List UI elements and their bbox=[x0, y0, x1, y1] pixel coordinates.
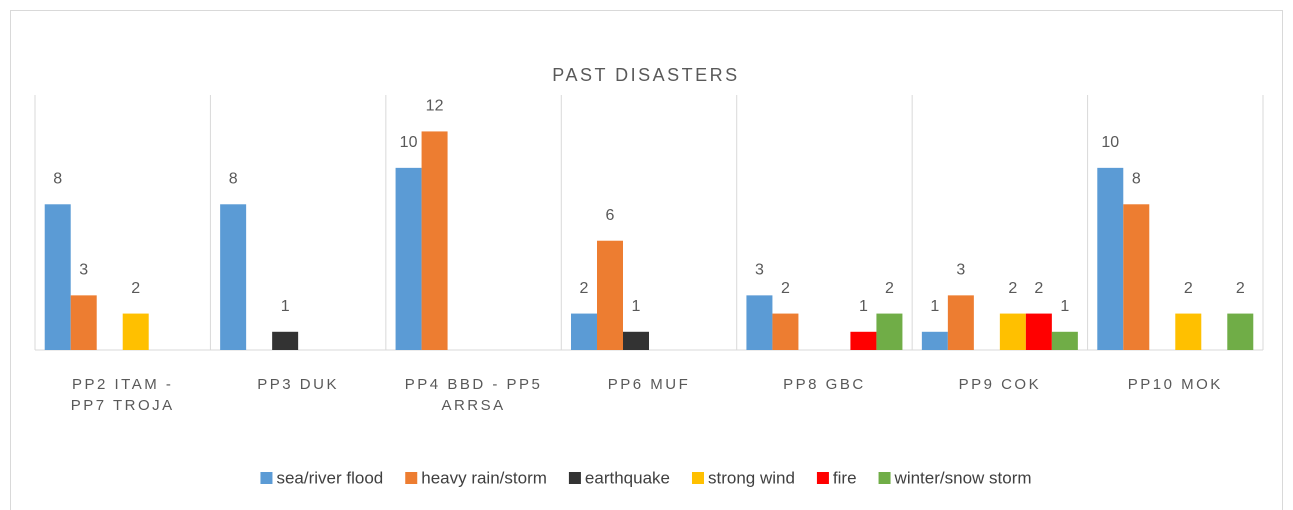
data-label: 2 bbox=[781, 280, 790, 297]
bar bbox=[746, 295, 773, 350]
data-label: 12 bbox=[426, 98, 444, 115]
x-tick-label: PP6 MUF bbox=[608, 376, 691, 393]
legend-label: fire bbox=[833, 468, 857, 487]
data-label: 8 bbox=[229, 171, 238, 188]
bar bbox=[850, 331, 877, 350]
legend-label: earthquake bbox=[585, 468, 670, 487]
data-label: 1 bbox=[632, 298, 641, 315]
legend-swatch bbox=[816, 472, 829, 484]
bar bbox=[1227, 313, 1254, 350]
x-tick-label: PP3 DUK bbox=[257, 376, 339, 393]
legend-swatch bbox=[568, 472, 581, 484]
bar bbox=[876, 313, 903, 350]
x-tick-label: PP4 BBD - PP5 ARRSA bbox=[405, 376, 543, 414]
data-label: 1 bbox=[859, 298, 868, 315]
bar bbox=[70, 295, 97, 350]
data-label: 2 bbox=[1236, 280, 1245, 297]
bar bbox=[122, 313, 149, 350]
data-label: 1 bbox=[1060, 298, 1069, 315]
legend-label: winter/snow storm bbox=[894, 468, 1032, 487]
legend-swatch bbox=[260, 472, 273, 484]
data-label: 8 bbox=[53, 171, 62, 188]
bar bbox=[1051, 331, 1078, 350]
x-tick-label: PP2 ITAM -PP7 TROJA bbox=[71, 376, 175, 414]
legend-label: heavy rain/storm bbox=[421, 468, 547, 487]
legend-label: strong wind bbox=[708, 468, 795, 487]
data-label: 3 bbox=[79, 262, 88, 279]
x-tick-label: PP10 MOK bbox=[1128, 376, 1223, 393]
bar bbox=[772, 313, 799, 350]
data-label: 10 bbox=[400, 134, 418, 151]
bar bbox=[1175, 313, 1202, 350]
data-label: 6 bbox=[606, 207, 615, 224]
bar bbox=[947, 295, 974, 350]
bar bbox=[597, 240, 623, 350]
bar bbox=[921, 331, 948, 350]
bar bbox=[571, 313, 597, 350]
chart-title: PAST DISASTERS bbox=[552, 65, 739, 85]
bar bbox=[1123, 204, 1150, 350]
x-tick-label: PP9 COK bbox=[959, 376, 1042, 393]
data-label: 10 bbox=[1101, 134, 1119, 151]
legend-swatch bbox=[691, 472, 704, 484]
data-label: 2 bbox=[580, 280, 589, 297]
data-label: 2 bbox=[885, 280, 894, 297]
data-label: 3 bbox=[956, 262, 965, 279]
legend-swatch bbox=[405, 472, 418, 484]
legend-label: sea/river flood bbox=[276, 468, 383, 487]
data-label: 2 bbox=[1008, 280, 1017, 297]
data-label: 1 bbox=[930, 298, 939, 315]
data-label: 2 bbox=[1034, 280, 1043, 297]
bar bbox=[999, 313, 1026, 350]
legend-swatch bbox=[878, 472, 891, 484]
bar bbox=[272, 331, 299, 350]
bar bbox=[44, 204, 71, 350]
data-label: 2 bbox=[1184, 280, 1193, 297]
data-label: 2 bbox=[131, 280, 140, 297]
chart-frame bbox=[10, 10, 1283, 510]
bar bbox=[395, 167, 422, 350]
data-label: 8 bbox=[1132, 171, 1141, 188]
data-label: 1 bbox=[281, 298, 290, 315]
x-tick-label: PP8 GBC bbox=[783, 376, 866, 393]
bar bbox=[623, 331, 649, 350]
bar bbox=[421, 131, 448, 350]
bar bbox=[220, 204, 247, 350]
bar bbox=[1097, 167, 1124, 350]
bar bbox=[1025, 313, 1052, 350]
data-label: 3 bbox=[755, 262, 764, 279]
